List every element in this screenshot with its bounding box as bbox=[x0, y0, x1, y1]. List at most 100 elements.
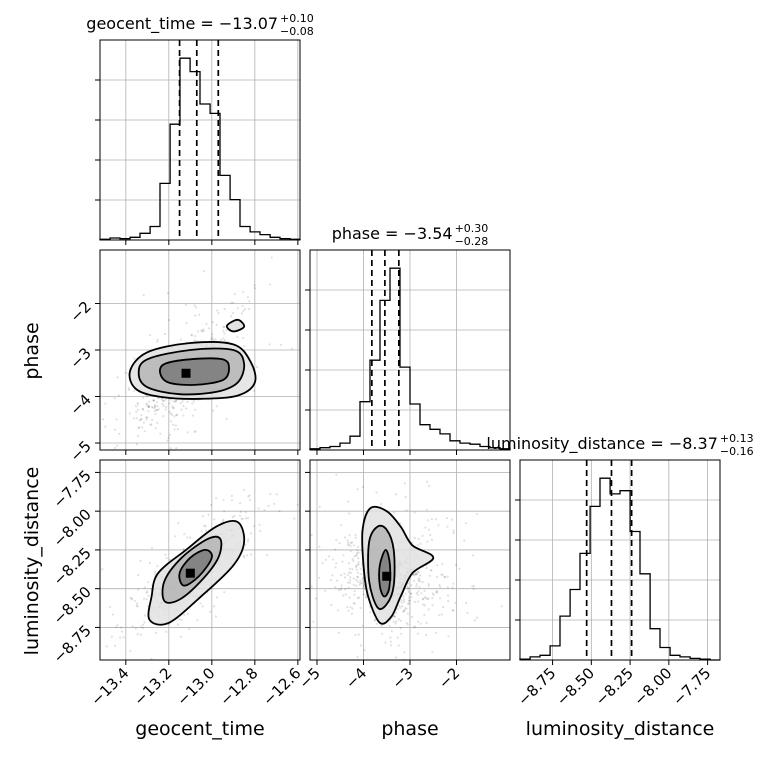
sample-point bbox=[242, 345, 245, 348]
sample-point bbox=[203, 524, 206, 528]
x-tick-label: −2 bbox=[435, 664, 463, 692]
sample-point bbox=[147, 581, 150, 584]
sample-point bbox=[402, 609, 405, 612]
sample-point bbox=[463, 539, 466, 542]
sample-point bbox=[110, 635, 113, 638]
sample-point bbox=[337, 588, 340, 591]
sample-point bbox=[165, 557, 168, 560]
sample-point bbox=[475, 512, 479, 515]
sample-point bbox=[389, 640, 392, 643]
sample-point bbox=[169, 447, 172, 450]
sample-point bbox=[452, 582, 455, 585]
sample-point bbox=[233, 514, 236, 518]
sample-point bbox=[273, 502, 276, 505]
sample-point bbox=[359, 644, 362, 647]
sample-point bbox=[352, 583, 355, 586]
sample-point bbox=[135, 443, 139, 446]
sample-point bbox=[185, 322, 188, 325]
sample-point bbox=[426, 480, 429, 483]
sample-point bbox=[406, 585, 409, 588]
sample-point bbox=[434, 518, 437, 521]
sample-point bbox=[475, 616, 479, 619]
sample-point bbox=[248, 494, 251, 497]
sample-point bbox=[249, 532, 252, 535]
sample-point bbox=[356, 549, 359, 552]
sample-point bbox=[340, 574, 343, 577]
sample-point bbox=[155, 401, 159, 404]
density-peak bbox=[382, 571, 392, 581]
sample-point bbox=[171, 405, 174, 408]
sample-point bbox=[352, 601, 355, 605]
sample-point bbox=[242, 556, 246, 559]
sample-point bbox=[454, 563, 457, 566]
sample-point bbox=[353, 602, 356, 605]
sample-point bbox=[416, 571, 419, 574]
sample-point bbox=[209, 337, 213, 341]
sample-point bbox=[156, 338, 159, 341]
y-tick-label: −7.75 bbox=[50, 467, 95, 512]
sample-point bbox=[373, 619, 376, 622]
sample-point bbox=[351, 607, 354, 610]
sample-point bbox=[418, 578, 421, 581]
sample-point bbox=[465, 601, 468, 605]
sample-point bbox=[202, 330, 205, 333]
sample-point bbox=[380, 624, 383, 628]
sample-point bbox=[222, 329, 225, 332]
sample-point bbox=[223, 591, 226, 594]
sample-point bbox=[425, 633, 428, 637]
sample-point bbox=[435, 591, 438, 594]
sample-point bbox=[416, 572, 419, 575]
sample-point bbox=[339, 587, 343, 590]
sample-point bbox=[355, 578, 358, 582]
sample-point bbox=[405, 509, 408, 512]
sample-point bbox=[145, 416, 148, 419]
sample-point bbox=[443, 576, 446, 579]
sample-point bbox=[356, 488, 359, 491]
sample-point bbox=[446, 525, 449, 528]
sample-point bbox=[145, 395, 148, 398]
sample-point bbox=[420, 592, 423, 595]
sample-point bbox=[356, 563, 359, 566]
panel-axes bbox=[305, 459, 511, 665]
sample-point bbox=[426, 519, 429, 522]
sample-point bbox=[182, 405, 185, 408]
sample-point bbox=[407, 596, 410, 599]
sample-point bbox=[209, 610, 212, 613]
sample-point bbox=[431, 651, 434, 654]
sample-point bbox=[427, 582, 430, 586]
sample-point bbox=[242, 554, 245, 558]
sample-point bbox=[133, 357, 136, 360]
sample-point bbox=[466, 611, 469, 615]
sample-point bbox=[354, 533, 357, 537]
sample-point bbox=[244, 543, 247, 546]
panel-title-lower-error: −0.16 bbox=[720, 445, 754, 458]
sample-point bbox=[424, 596, 427, 600]
sample-point bbox=[352, 559, 355, 563]
x-tick-label: −8.75 bbox=[514, 664, 559, 709]
sample-point bbox=[440, 613, 443, 616]
sample-point bbox=[135, 417, 138, 420]
sample-point bbox=[335, 473, 338, 476]
sample-point bbox=[148, 400, 151, 403]
panel-title: geocent_time = −13.07 +0.10−0.08 bbox=[86, 12, 313, 38]
sample-point bbox=[246, 540, 249, 543]
sample-point bbox=[167, 436, 170, 439]
sample-point bbox=[355, 553, 358, 557]
sample-point bbox=[405, 607, 408, 610]
sample-point bbox=[157, 408, 160, 411]
sample-point bbox=[417, 577, 420, 580]
sample-point bbox=[242, 336, 245, 339]
sample-point bbox=[166, 292, 170, 295]
sample-point bbox=[239, 502, 242, 505]
sample-point bbox=[427, 597, 430, 600]
sample-point bbox=[425, 508, 428, 511]
sample-point bbox=[384, 641, 387, 644]
sample-point bbox=[127, 388, 131, 391]
sample-point bbox=[388, 624, 391, 628]
x-tick-label: −8.50 bbox=[553, 664, 598, 709]
sample-point bbox=[425, 621, 428, 625]
x-tick-label: −7.75 bbox=[669, 664, 714, 709]
sample-point bbox=[146, 416, 149, 419]
sample-point bbox=[154, 427, 157, 430]
sample-point bbox=[236, 335, 239, 338]
